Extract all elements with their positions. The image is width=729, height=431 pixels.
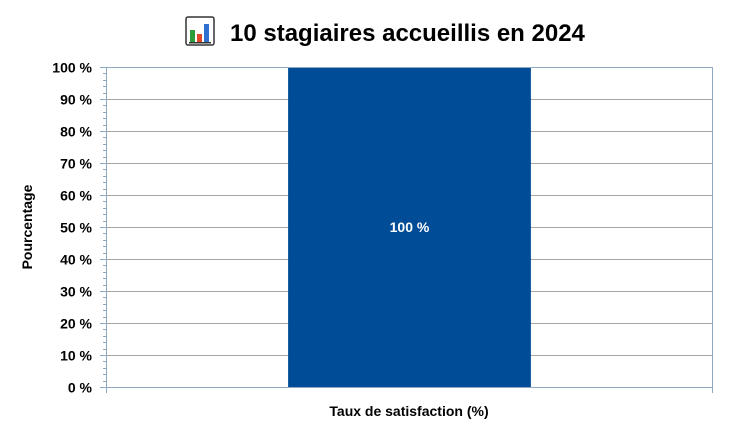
chart-title-group: 10 stagiaires accueillis en 2024 [185, 16, 586, 47]
y-tick-label: 50 % [60, 220, 92, 236]
y-tick-labels: 0 % 10 % 20 % 30 % 40 % 50 % 60 % 70 % 80 % 90 % 1… [52, 60, 92, 396]
chart-title: 10 stagiaires accueillis en 2024 [230, 20, 586, 47]
y-axis-label: Pourcentage [19, 184, 35, 269]
y-axis-minor-ticks [100, 67, 106, 388]
y-tick-label: 40 % [60, 252, 92, 268]
y-tick-label: 80 % [60, 124, 92, 140]
y-tick-label: 100 % [52, 60, 92, 76]
bar-data-label: 100 % [390, 219, 430, 235]
x-axis-label: Taux de satisfaction (%) [329, 403, 488, 419]
y-tick-label: 70 % [60, 156, 92, 172]
y-tick-label: 0 % [68, 380, 93, 396]
bar-chart-emoji-icon [185, 16, 215, 46]
plot-area-border [106, 67, 713, 393]
y-tick-label: 90 % [60, 92, 92, 108]
y-tick-label: 30 % [60, 284, 92, 300]
y-tick-label: 20 % [60, 316, 92, 332]
data-labels: 100 % [390, 219, 430, 235]
bars [288, 67, 531, 387]
y-tick-label: 10 % [60, 348, 92, 364]
y-tick-label: 60 % [60, 188, 92, 204]
bar [288, 67, 531, 387]
